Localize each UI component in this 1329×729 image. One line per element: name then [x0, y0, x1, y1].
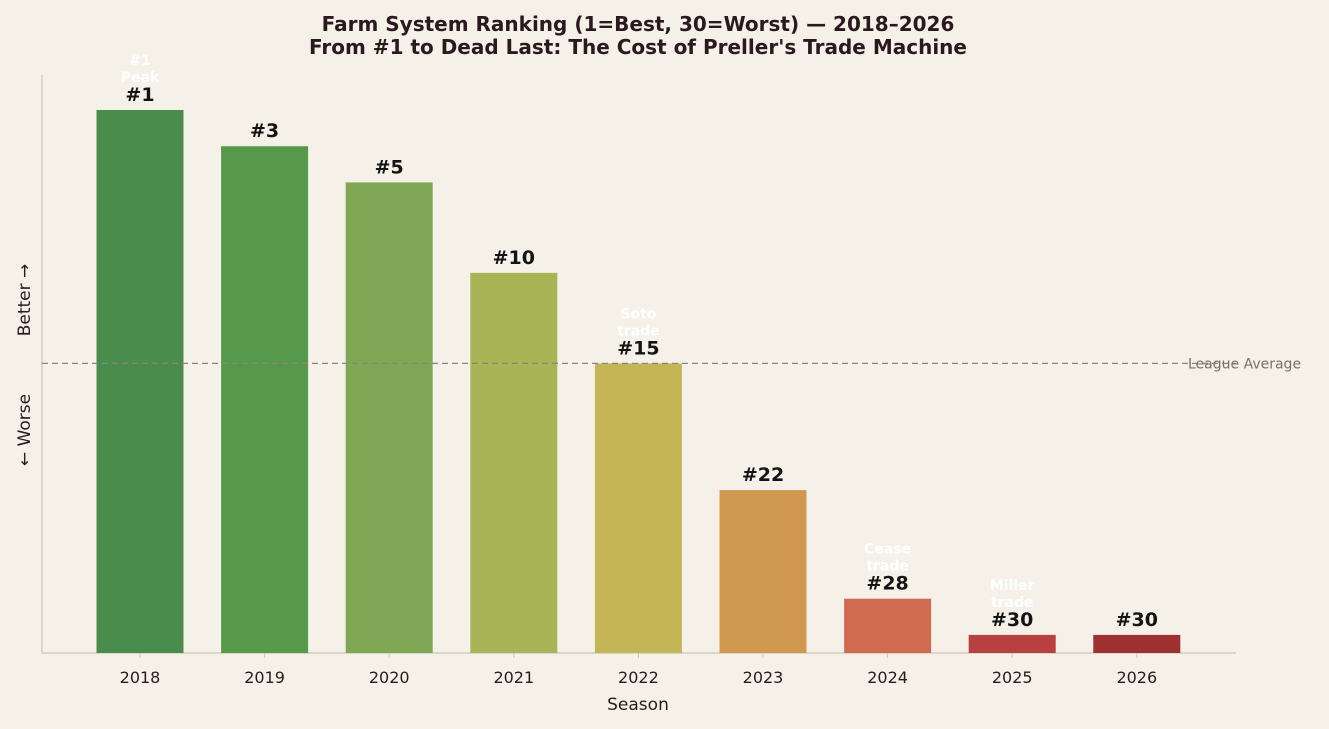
annotation-2024: Cease: [864, 542, 911, 558]
y-axis-label-worse: ← Worse: [15, 394, 35, 466]
x-tick-label-2020: 2020: [369, 668, 410, 687]
x-tick-label-2024: 2024: [867, 668, 908, 687]
bar-2018: [96, 110, 184, 653]
annotation-2022: Soto: [620, 306, 656, 322]
reference-line-label: League Average: [1188, 356, 1301, 372]
value-label-2024: #28: [866, 573, 908, 595]
reference-line-group: League Average: [42, 356, 1301, 372]
bar-2020: [345, 182, 433, 653]
value-label-2022: #15: [617, 337, 659, 359]
bars-group: #1#3#5#10#15#22#28#30 #30#1PeakSototradeC…: [96, 53, 1181, 653]
x-tick-label-2019: 2019: [244, 668, 285, 687]
x-axis-label: Season: [607, 695, 669, 715]
annotation-2018: #1: [129, 53, 150, 69]
annotation-2025: trade: [991, 595, 1034, 611]
x-tick-label-2018: 2018: [120, 668, 161, 687]
x-tick-label-2023: 2023: [743, 668, 784, 687]
value-label-2026: #30: [1116, 609, 1158, 631]
value-label-2025: #30: [991, 609, 1033, 631]
chart-title: Farm System Ranking (1=Best, 30=Worst) —…: [322, 12, 955, 36]
bar-2025: [968, 634, 1056, 653]
value-label-2021: #10: [493, 247, 535, 269]
value-label-2019: #3: [250, 120, 279, 142]
value-label-2018: #1: [125, 84, 154, 106]
x-tick-label-2021: 2021: [493, 668, 534, 687]
annotation-2022: trade: [617, 323, 660, 339]
bar-2023: [719, 490, 807, 653]
x-ticks-group: 2018 2019 2020 2021 2022 2023 2024 2025 2026: [120, 653, 1157, 687]
value-label-2020: #5: [375, 156, 404, 178]
bar-2021: [470, 272, 558, 653]
chart-subtitle: From #1 to Dead Last: The Cost of Prelle…: [309, 35, 967, 59]
annotation-2018: Peak: [121, 70, 160, 86]
x-tick-label-2022: 2022: [618, 668, 659, 687]
bar-2026: [1093, 634, 1181, 653]
annotation-2024: trade: [866, 559, 909, 575]
x-tick-label-2026: 2026: [1116, 668, 1157, 687]
bar-2022: [594, 363, 682, 653]
bar-2019: [221, 146, 309, 653]
annotation-2025: Miller: [990, 578, 1035, 594]
bar-2024: [844, 598, 932, 653]
y-axis-label-better: Better →: [15, 264, 35, 337]
value-label-2023: #22: [742, 464, 784, 486]
x-tick-label-2025: 2025: [992, 668, 1033, 687]
